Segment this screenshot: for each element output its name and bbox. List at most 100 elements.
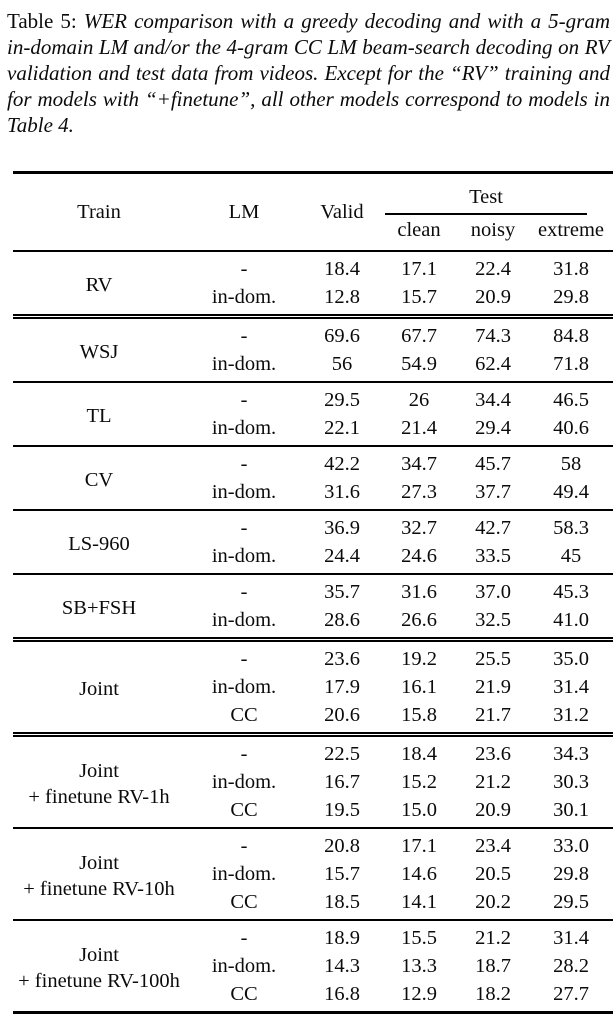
table-row: RV - 18.4 17.1 22.4 31.8 <box>13 251 613 296</box>
lm-cell: CC <box>230 704 258 726</box>
train-label-line: Joint <box>79 677 119 700</box>
test-clean-cell: 26 <box>408 389 430 411</box>
test-extreme-cell: 31.8 <box>553 258 589 280</box>
valid-cell: 16.8 <box>324 983 360 1005</box>
lm-cell: - <box>240 835 248 857</box>
row-group-wsj: WSJ - 69.6 67.7 74.3 84.8 in-dom. 56 54.9 62.4 71.… <box>13 316 614 383</box>
table-row: CC 20.6 15.8 21.7 31.2 <box>13 701 613 735</box>
train-label-line: + finetune RV-100h <box>18 969 180 992</box>
test-clean-cell: 14.6 <box>401 863 437 885</box>
test-extreme-cell: 27.7 <box>553 983 589 1005</box>
col-header-noisy: noisy <box>470 219 516 241</box>
lm-cell: in-dom. <box>211 417 277 439</box>
train-label-line: Joint <box>79 943 119 966</box>
test-extreme-cell: 84.8 <box>553 325 589 347</box>
train-label: Joint <box>13 640 185 735</box>
test-clean-cell: 26.6 <box>401 609 437 631</box>
row-group-joint-finetune-rv-1h: Joint + finetune RV-1h - 22.5 18.4 23.6 34.3 in… <box>13 734 614 829</box>
table-row: CC 18.5 14.1 20.2 29.5 <box>13 888 613 920</box>
row-group-joint-finetune-rv-10h: Joint + finetune RV-10h - 20.8 17.1 23.4 33.0 i… <box>13 828 614 920</box>
test-noisy-cell: 22.4 <box>475 258 511 280</box>
test-extreme-cell: 29.8 <box>553 286 589 308</box>
test-extreme-cell: 49.4 <box>553 481 589 503</box>
test-noisy-cell: 21.2 <box>475 771 511 793</box>
lm-cell: - <box>240 581 248 603</box>
row-group-cv: CV - 42.2 34.7 45.7 58 in-dom. 31.6 27.3 37.7 49.4 <box>13 446 614 510</box>
valid-cell: 19.5 <box>324 799 360 821</box>
test-noisy-cell: 21.9 <box>475 676 511 698</box>
table-row: CC 19.5 15.0 20.9 30.1 <box>13 796 613 828</box>
lm-cell: - <box>240 927 248 949</box>
train-label-line: RV <box>85 273 113 296</box>
train-label: LS-960 <box>13 510 185 574</box>
train-label: Joint + finetune RV-10h <box>13 828 185 920</box>
test-clean-cell: 19.2 <box>401 648 437 670</box>
train-label: CV <box>13 446 185 510</box>
valid-cell: 22.5 <box>324 743 360 765</box>
train-label: WSJ <box>13 317 185 383</box>
valid-cell: 29.5 <box>324 389 360 411</box>
row-group-sb-fsh: SB+FSH - 35.7 31.6 37.0 45.3 in-dom. 28.6 26.6 32… <box>13 574 614 640</box>
test-extreme-cell: 31.4 <box>553 676 589 698</box>
test-noisy-cell: 21.2 <box>475 927 511 949</box>
col-header-test: Test <box>381 173 613 215</box>
train-label-line: SB+FSH <box>61 596 137 619</box>
test-noisy-cell: 34.4 <box>475 389 511 411</box>
valid-cell: 12.8 <box>324 286 360 308</box>
valid-cell: 14.3 <box>324 955 360 977</box>
test-clean-cell: 67.7 <box>401 325 437 347</box>
test-noisy-cell: 23.6 <box>475 743 511 765</box>
test-extreme-cell: 58.3 <box>553 517 589 539</box>
table-row: CC 16.8 12.9 18.2 27.7 <box>13 980 613 1013</box>
table-row: in-dom. 12.8 15.7 20.9 29.8 <box>13 283 613 317</box>
table-row: Joint + finetune RV-1h - 22.5 18.4 23.6 34.3 <box>13 735 613 808</box>
test-extreme-cell: 29.8 <box>553 863 589 885</box>
valid-cell: 35.7 <box>324 581 360 603</box>
test-clean-cell: 15.7 <box>401 286 437 308</box>
test-extreme-cell: 71.8 <box>553 353 589 375</box>
table-row: WSJ - 69.6 67.7 74.3 84.8 <box>13 317 613 363</box>
lm-cell: - <box>240 258 248 280</box>
table-row: in-dom. 28.6 26.6 32.5 41.0 <box>13 606 613 640</box>
test-noisy-cell: 23.4 <box>475 835 511 857</box>
row-group-joint-finetune-rv-100h: Joint + finetune RV-100h - 18.9 15.5 21.2 31.4… <box>13 920 614 1013</box>
test-noisy-cell: 20.5 <box>475 863 511 885</box>
test-clean-cell: 15.2 <box>401 771 437 793</box>
valid-cell: 16.7 <box>324 771 360 793</box>
valid-cell: 56 <box>331 353 353 375</box>
test-clean-cell: 15.8 <box>401 704 437 726</box>
row-group-rv: RV - 18.4 17.1 22.4 31.8 in-dom. 12.8 15.7 20.9 29… <box>13 251 613 317</box>
test-clean-cell: 34.7 <box>401 453 437 475</box>
lm-cell: in-dom. <box>211 286 277 308</box>
train-label-line: Joint <box>79 851 119 874</box>
col-header-train: Train <box>77 200 121 223</box>
col-header-clean: clean <box>397 219 441 241</box>
test-noisy-cell: 25.5 <box>475 648 511 670</box>
test-extreme-cell: 45.3 <box>553 581 589 603</box>
test-noisy-cell: 18.7 <box>475 955 511 977</box>
test-extreme-cell: 31.4 <box>553 927 589 949</box>
table-row: in-dom. 31.6 27.3 37.7 49.4 <box>13 478 613 510</box>
valid-cell: 36.9 <box>324 517 360 539</box>
test-extreme-cell: 41.0 <box>553 609 589 631</box>
lm-cell: CC <box>230 799 258 821</box>
test-extreme-cell: 28.2 <box>553 955 589 977</box>
table-figure: Table 5: WER comparison with a greedy de… <box>0 8 616 1014</box>
train-label-line: Joint <box>79 759 119 782</box>
valid-cell: 15.7 <box>324 863 360 885</box>
valid-cell: 69.6 <box>324 325 360 347</box>
test-noisy-cell: 20.2 <box>475 891 511 913</box>
test-clean-cell: 54.9 <box>401 353 437 375</box>
test-noisy-cell: 45.7 <box>475 453 511 475</box>
test-noisy-cell: 74.3 <box>475 325 511 347</box>
test-noisy-cell: 62.4 <box>475 353 511 375</box>
table-row: CV - 42.2 34.7 45.7 58 <box>13 446 613 491</box>
lm-cell: in-dom. <box>211 955 277 977</box>
test-clean-cell: 13.3 <box>401 955 437 977</box>
table-row: Joint - 23.6 19.2 25.5 35.0 <box>13 640 613 700</box>
train-label: SB+FSH <box>13 574 185 640</box>
row-group-ls-960: LS-960 - 36.9 32.7 42.7 58.3 in-dom. 24.4 24.6 33… <box>13 510 614 574</box>
lm-cell: CC <box>230 891 258 913</box>
table-header: Train LM Valid Test clean noisy extreme <box>13 173 614 251</box>
table-row: in-dom. 17.9 16.1 21.9 31.4 <box>13 673 613 701</box>
